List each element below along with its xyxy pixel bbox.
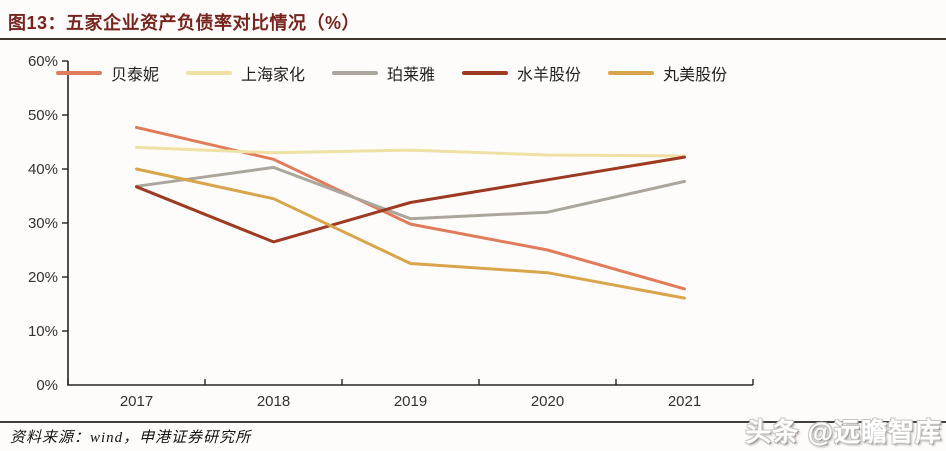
series-line-水羊股份 <box>135 155 686 244</box>
x-axis-label: 2020 <box>531 393 564 410</box>
legend-item: 丸美股份 <box>608 61 727 85</box>
series-line-丸美股份 <box>135 167 686 300</box>
legend-swatch <box>186 71 233 75</box>
y-axis-label: 20% <box>28 269 58 286</box>
series-line-贝泰妮 <box>135 125 686 291</box>
legend-item: 珀莱雅 <box>332 61 435 85</box>
legend-item: 贝泰妮 <box>56 61 159 85</box>
series-line-珀莱雅 <box>135 165 686 221</box>
y-axis-label: 0% <box>36 377 58 394</box>
legend-item: 水羊股份 <box>462 61 581 85</box>
figure-title: 图13：五家企业资产负债率对比情况（%） <box>8 13 361 33</box>
y-axis-label: 10% <box>28 323 58 340</box>
legend-label: 水羊股份 <box>517 67 582 84</box>
legend-label: 贝泰妮 <box>111 67 160 84</box>
legend-swatch <box>56 71 102 75</box>
y-axis-label: 40% <box>28 161 58 178</box>
x-axis-label: 2017 <box>120 393 153 410</box>
source-note: 资料来源：wind，申港证券研究所 <box>10 430 252 446</box>
y-axis-label: 30% <box>28 215 58 232</box>
legend-label: 珀莱雅 <box>387 67 436 84</box>
footer-divider <box>0 421 946 423</box>
header-divider <box>0 38 946 40</box>
legend-label: 丸美股份 <box>663 67 728 84</box>
series-line-上海家化 <box>135 145 686 158</box>
legend-swatch <box>462 71 509 75</box>
y-axis-label: 50% <box>28 107 58 124</box>
legend-swatch <box>332 71 379 75</box>
legend-item: 上海家化 <box>186 61 305 85</box>
x-axis-label: 2019 <box>394 393 427 410</box>
legend-label: 上海家化 <box>241 67 306 84</box>
legend-swatch <box>608 71 655 75</box>
y-axis-label: 60% <box>28 53 58 70</box>
x-axis-label: 2021 <box>668 393 701 410</box>
watermark: 头条 @远瞻智库 <box>745 417 942 447</box>
chart-legend: 贝泰妮 上海家化 珀莱雅 水羊股份 丸美股份 <box>56 61 756 85</box>
x-axis-label: 2018 <box>257 393 290 410</box>
